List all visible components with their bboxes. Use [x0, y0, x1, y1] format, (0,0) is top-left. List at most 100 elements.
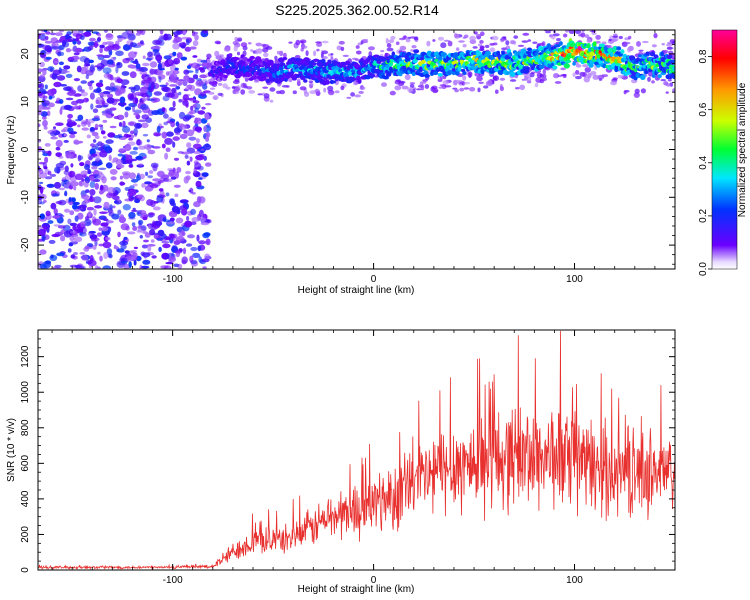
- noise-cell: [139, 173, 145, 180]
- signal-halo-cell: [327, 89, 335, 96]
- noise-cell: [89, 195, 93, 200]
- noise-cell: [195, 138, 200, 144]
- noise-cell: [163, 55, 172, 60]
- noise-cell: [142, 55, 146, 59]
- noise-cell: [116, 78, 123, 84]
- signal-halo-cell: [389, 90, 396, 96]
- noise-cell: [53, 126, 56, 130]
- signal-halo-cell: [358, 90, 364, 94]
- noise-cell: [93, 208, 97, 216]
- noise-cell: [139, 264, 143, 269]
- noise-cell: [174, 67, 179, 71]
- noise-cell: [109, 168, 118, 175]
- noise-cell: [108, 43, 115, 49]
- noise-cell: [63, 230, 72, 238]
- noise-cell: [153, 132, 161, 137]
- signal-halo-cell: [610, 80, 617, 86]
- signal-cell: [262, 76, 267, 81]
- signal-halo-cell: [467, 71, 473, 78]
- noise-cell: [42, 100, 50, 106]
- noise-cell: [108, 150, 112, 153]
- noise-cell: [55, 146, 61, 151]
- signal-halo-cell: [208, 91, 215, 95]
- signal-cell: [615, 63, 622, 67]
- noise-cell: [63, 133, 68, 137]
- x-tick-label: 100: [566, 575, 583, 586]
- signal-halo-cell: [409, 83, 415, 88]
- noise-cell: [121, 71, 130, 76]
- noise-cell: [70, 163, 74, 168]
- noise-cell: [125, 146, 132, 151]
- signal-halo-cell: [217, 92, 223, 96]
- signal-halo-cell: [583, 26, 589, 28]
- signal-halo-cell: [321, 40, 329, 44]
- noise-cell: [44, 45, 52, 52]
- noise-cell: [62, 70, 70, 73]
- noise-cell: [172, 51, 177, 57]
- noise-cell: [169, 107, 176, 111]
- noise-cell: [72, 225, 77, 231]
- signal-halo-cell: [536, 72, 543, 79]
- noise-cell: [73, 78, 80, 82]
- noise-cell: [52, 215, 61, 219]
- noise-cell: [195, 117, 202, 122]
- noise-cell: [89, 64, 95, 72]
- signal-halo-cell: [255, 48, 259, 55]
- noise-cell: [104, 108, 112, 115]
- colorbar-frame: [711, 29, 738, 270]
- noise-cell: [42, 119, 48, 127]
- signal-halo-cell: [443, 39, 451, 42]
- noise-cell: [185, 38, 190, 46]
- noise-cell: [95, 82, 104, 88]
- signal-halo-cell: [651, 80, 655, 84]
- signal-halo-cell: [514, 87, 520, 90]
- noise-cell: [79, 162, 85, 167]
- signal-halo-cell: [517, 44, 525, 48]
- signal-cell: [413, 49, 420, 54]
- noise-cell: [96, 65, 103, 72]
- noise-cell: [182, 94, 189, 101]
- noise-cell: [40, 49, 47, 55]
- noise-cell: [44, 156, 49, 164]
- signal-halo-cell: [447, 40, 453, 47]
- signal-halo-cell: [572, 72, 576, 77]
- noise-cell: [133, 84, 141, 92]
- signal-halo-cell: [627, 47, 632, 53]
- signal-halo-cell: [454, 89, 459, 93]
- noise-cell: [39, 74, 45, 78]
- noise-cell: [94, 205, 103, 209]
- signal-halo-cell: [584, 34, 590, 39]
- noise-cell: [172, 136, 180, 141]
- signal-cell: [214, 73, 221, 78]
- signal-halo-cell: [346, 96, 352, 99]
- noise-cell: [192, 55, 198, 58]
- noise-cell: [192, 100, 200, 104]
- signal-halo-cell: [483, 85, 489, 89]
- noise-cell: [122, 154, 126, 161]
- noise-cell: [167, 171, 177, 178]
- noise-cell: [78, 227, 84, 233]
- noise-cell: [160, 125, 164, 129]
- noise-cell: [193, 150, 201, 155]
- noise-cell: [89, 180, 96, 189]
- signal-halo-cell: [380, 50, 385, 53]
- noise-cell: [188, 63, 193, 67]
- signal-halo-cell: [462, 36, 467, 39]
- signal-halo-cell: [560, 74, 567, 76]
- noise-cell: [122, 126, 131, 133]
- signal-halo-cell: [660, 79, 667, 82]
- noise-cell: [190, 208, 197, 215]
- colorbar-tick-label: 0.2: [698, 209, 709, 223]
- noise-cell: [39, 213, 45, 220]
- signal-halo-cell: [647, 76, 651, 82]
- noise-cell: [175, 80, 185, 85]
- noise-cell: [47, 110, 51, 117]
- signal-halo-cell: [665, 83, 672, 87]
- signal-halo-cell: [242, 83, 247, 88]
- noise-cell: [156, 125, 161, 133]
- signal-cell: [376, 60, 382, 64]
- signal-halo-cell: [214, 40, 221, 45]
- noise-cell: [179, 133, 188, 140]
- signal-halo-cell: [439, 84, 446, 87]
